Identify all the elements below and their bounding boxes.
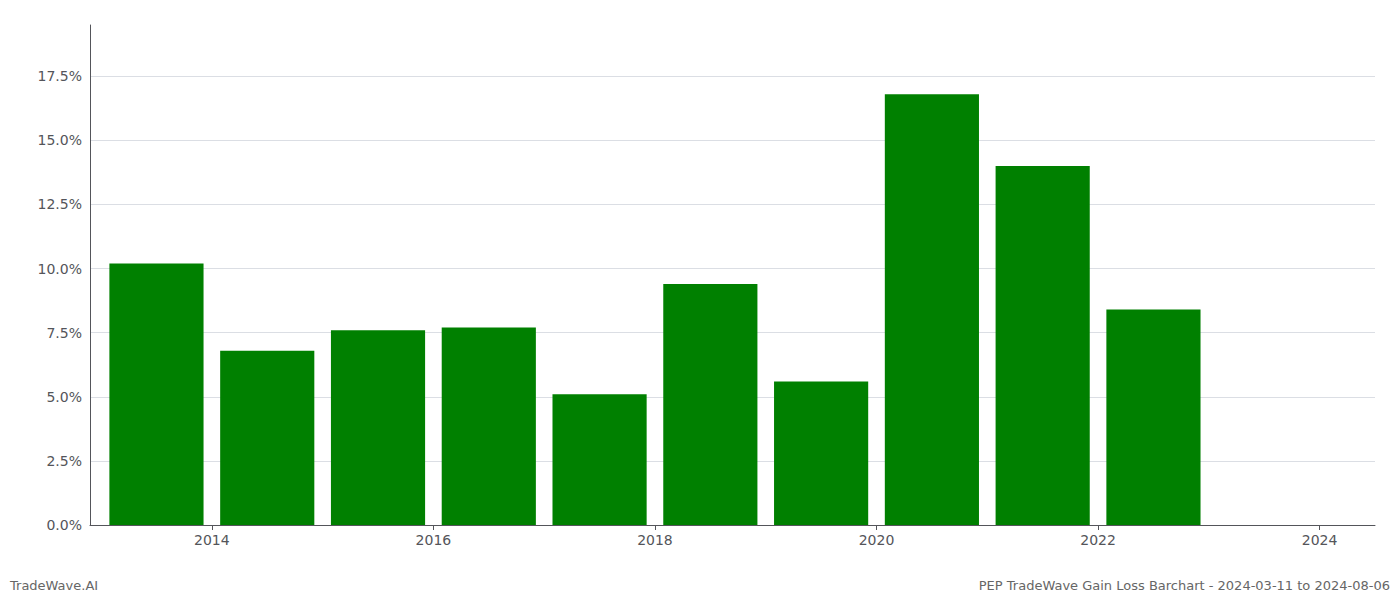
svg-text:2.5%: 2.5%	[46, 453, 82, 469]
svg-text:2022: 2022	[1080, 532, 1116, 548]
svg-text:TradeWave.AI: TradeWave.AI	[9, 578, 98, 593]
svg-text:10.0%: 10.0%	[38, 261, 82, 277]
svg-text:0.0%: 0.0%	[46, 517, 82, 533]
svg-text:2024: 2024	[1302, 532, 1338, 548]
svg-text:2016: 2016	[416, 532, 452, 548]
svg-text:7.5%: 7.5%	[46, 325, 82, 341]
svg-text:2020: 2020	[859, 532, 895, 548]
svg-text:15.0%: 15.0%	[38, 132, 82, 148]
svg-text:2014: 2014	[194, 532, 230, 548]
svg-text:17.5%: 17.5%	[38, 68, 82, 84]
svg-text:2018: 2018	[637, 532, 673, 548]
svg-text:12.5%: 12.5%	[38, 196, 82, 212]
svg-text:5.0%: 5.0%	[46, 389, 82, 405]
svg-text:PEP TradeWave Gain Loss Barcha: PEP TradeWave Gain Loss Barchart - 2024-…	[979, 578, 1390, 593]
